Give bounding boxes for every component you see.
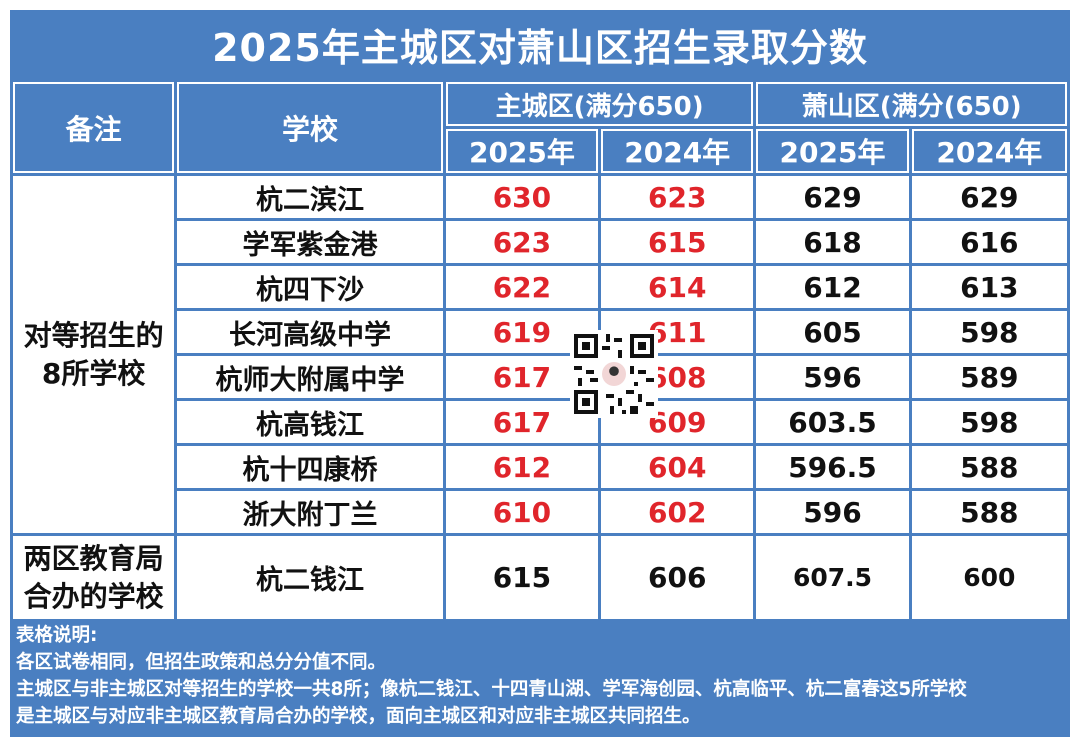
score-xiaoshan-2025: 596 [756,491,909,533]
table-row: 学军紫金港 623 615 618 616 [13,221,1067,263]
score-xiaoshan-2024: 629 [911,176,1067,218]
table-row: 对等招生的 8所学校 杭二滨江 630 623 629 629 [13,176,1067,533]
table-row: 杭高钱江 617 609 603.5 598 [13,401,1067,443]
school-name: 长河高级中学 [177,311,443,353]
score-xiaoshan-2024: 616 [911,221,1067,263]
page-title: 2025年主城区对萧山区招生录取分数 [212,26,868,70]
score-main-2024: 614 [601,266,754,308]
header-main-2025: 2025年 [445,129,599,173]
group-note-line: 对等招生的 [23,318,164,352]
score-xiaoshan-2024: 588 [911,446,1067,488]
score-xiaoshan-2025: 605 [756,311,909,353]
score-xiaoshan-2025: 596.5 [756,446,909,488]
score-main-2025: 612 [445,446,599,488]
score-table: 备注 学校 主城区(满分650) 萧山区(满分(650) 2025年 2024年… [10,79,1070,622]
school-name: 杭二滨江 [177,176,443,218]
score-xiaoshan-2024: 588 [911,491,1067,533]
score-xiaoshan-2024: 598 [911,401,1067,443]
table-row: 杭十四康桥 612 604 596.5 588 [13,446,1067,488]
score-main-2025: 615 [445,536,599,619]
score-xiaoshan-2024: 589 [911,356,1067,398]
notes-line: 主城区与非主城区对等招生的学校一共8所；像杭二钱江、十四青山湖、学军海创园、杭高… [16,679,967,700]
header-school: 学校 [177,82,443,173]
score-xiaoshan-2025: 596 [756,356,909,398]
header-xiaoshan-2024: 2024年 [911,129,1067,173]
score-xiaoshan-2025: 603.5 [756,401,909,443]
header-zone-main-city: 主城区(满分650) [445,82,754,126]
score-main-2025: 623 [445,221,599,263]
group-note-joint-school: 两区教育局 合办的学校 [13,536,175,619]
school-name: 浙大附丁兰 [177,491,443,533]
table-notes: 表格说明: 各区试卷相同，但招生政策和总分分值不同。 主城区与非主城区对等招生的… [16,622,1066,730]
score-main-2024: 623 [601,176,754,218]
score-main-2024: 602 [601,491,754,533]
qr-code-icon [570,330,658,418]
notes-line: 各区试卷相同，但招生政策和总分分值不同。 [16,652,387,673]
table-row: 杭四下沙 622 614 612 613 [13,266,1067,308]
score-table-frame: 2025年主城区对萧山区招生录取分数 备注 学校 主城区(满分650) 萧山区(… [10,10,1070,737]
table-row: 浙大附丁兰 610 602 596 588 [13,491,1067,533]
score-main-2025: 630 [445,176,599,218]
header-main-2024: 2024年 [601,129,754,173]
score-xiaoshan-2024: 613 [911,266,1067,308]
score-xiaoshan-2025: 629 [756,176,909,218]
header-note: 备注 [13,82,175,173]
school-name: 杭十四康桥 [177,446,443,488]
score-main-2025: 610 [445,491,599,533]
school-name: 杭二钱江 [177,536,443,619]
group-note-line: 合办的学校 [23,579,164,613]
table-row: 两区教育局 合办的学校 杭二钱江 615 606 607.5 600 [13,536,1067,619]
score-xiaoshan-2024: 600 [911,536,1067,619]
school-name: 杭高钱江 [177,401,443,443]
school-name: 杭四下沙 [177,266,443,308]
group-note-line: 两区教育局 [23,541,164,575]
score-xiaoshan-2024: 598 [911,311,1067,353]
score-xiaoshan-2025: 612 [756,266,909,308]
score-xiaoshan-2025: 618 [756,221,909,263]
score-main-2025: 622 [445,266,599,308]
header-zone-xiaoshan: 萧山区(满分(650) [756,82,1067,126]
school-name: 杭师大附属中学 [177,356,443,398]
group-note-line: 8所学校 [41,356,146,390]
score-xiaoshan-2025: 607.5 [756,536,909,619]
score-main-2024: 615 [601,221,754,263]
header-xiaoshan-2025: 2025年 [756,129,909,173]
score-main-2024: 606 [601,536,754,619]
school-name: 学军紫金港 [177,221,443,263]
qr-code-image [570,330,658,418]
notes-line: 是主城区与对应非主城区教育局合办的学校，面向主城区和对应非主城区共同招生。 [16,706,701,727]
score-main-2024: 604 [601,446,754,488]
group-note-equal-enrollment: 对等招生的 8所学校 [13,176,175,533]
notes-heading: 表格说明: [16,625,98,646]
